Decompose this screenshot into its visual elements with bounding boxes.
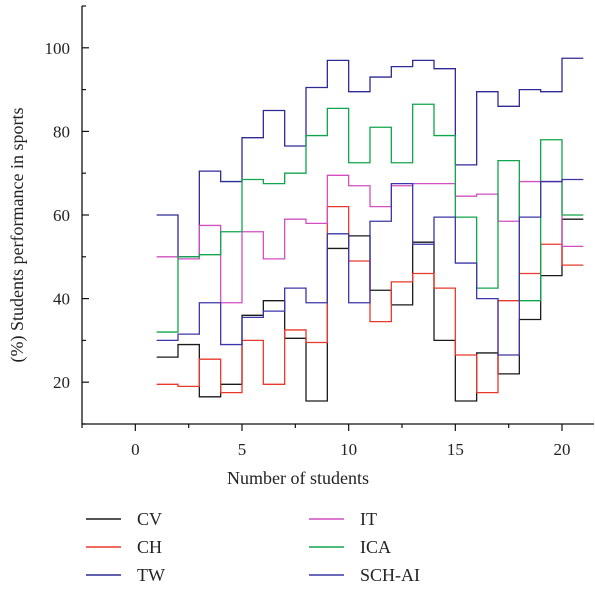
series-line-ica (156, 103, 584, 333)
series-layer (156, 57, 584, 402)
x-tick-label: 5 (238, 440, 247, 459)
x-tick-label: 20 (554, 440, 571, 459)
x-tick-label: 0 (131, 440, 140, 459)
series-line-tw (156, 57, 584, 258)
y-tick-label: 20 (53, 373, 70, 392)
y-axis-title: (%) Students performance in sports (7, 108, 28, 363)
legend-label-cv: CV (137, 509, 162, 529)
y-tick-label: 40 (53, 290, 70, 309)
x-tick-label: 10 (340, 440, 357, 459)
y-tick-label: 80 (53, 122, 70, 141)
legend-label-tw: TW (137, 565, 165, 585)
series-line-sch-ai (156, 178, 584, 356)
x-tick-label: 15 (447, 440, 464, 459)
legend-label-sch-ai: SCH-AI (360, 565, 420, 585)
legend-label-ica: ICA (360, 537, 391, 557)
legend: CV CH TW IT ICA SCH-AI (86, 509, 420, 585)
y-tick-label: 60 (53, 206, 70, 225)
legend-label-ch: CH (137, 537, 162, 557)
x-axis-title: Number of students (227, 468, 369, 488)
y-tick-label: 100 (45, 39, 71, 58)
ticks-layer: 0 5 10 15 20 20 40 60 80 100 (45, 5, 571, 459)
legend-label-it: IT (360, 509, 377, 529)
